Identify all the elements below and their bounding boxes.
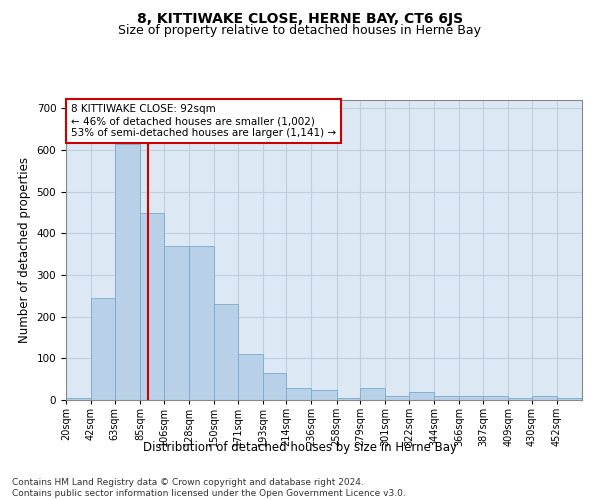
Text: Contains HM Land Registry data © Crown copyright and database right 2024.
Contai: Contains HM Land Registry data © Crown c… <box>12 478 406 498</box>
Bar <box>91 298 115 400</box>
Bar <box>532 396 557 400</box>
Bar <box>337 398 361 400</box>
Bar <box>508 398 532 400</box>
Text: Distribution of detached houses by size in Herne Bay: Distribution of detached houses by size … <box>143 441 457 454</box>
Bar <box>164 246 189 400</box>
Text: 8, KITTIWAKE CLOSE, HERNE BAY, CT6 6JS: 8, KITTIWAKE CLOSE, HERNE BAY, CT6 6JS <box>137 12 463 26</box>
Bar <box>286 388 311 400</box>
Bar <box>66 398 91 400</box>
Bar <box>459 396 483 400</box>
Bar <box>385 396 409 400</box>
Bar <box>483 396 508 400</box>
Text: Size of property relative to detached houses in Herne Bay: Size of property relative to detached ho… <box>119 24 482 37</box>
Bar <box>361 388 385 400</box>
Bar <box>140 212 164 400</box>
Bar <box>189 246 214 400</box>
Bar <box>557 398 582 400</box>
Bar <box>238 354 263 400</box>
Bar <box>409 392 434 400</box>
Y-axis label: Number of detached properties: Number of detached properties <box>18 157 31 343</box>
Bar <box>434 396 459 400</box>
Bar <box>214 304 238 400</box>
Bar <box>263 373 286 400</box>
Bar <box>115 144 140 400</box>
Text: 8 KITTIWAKE CLOSE: 92sqm
← 46% of detached houses are smaller (1,002)
53% of sem: 8 KITTIWAKE CLOSE: 92sqm ← 46% of detach… <box>71 104 336 138</box>
Bar <box>311 390 337 400</box>
